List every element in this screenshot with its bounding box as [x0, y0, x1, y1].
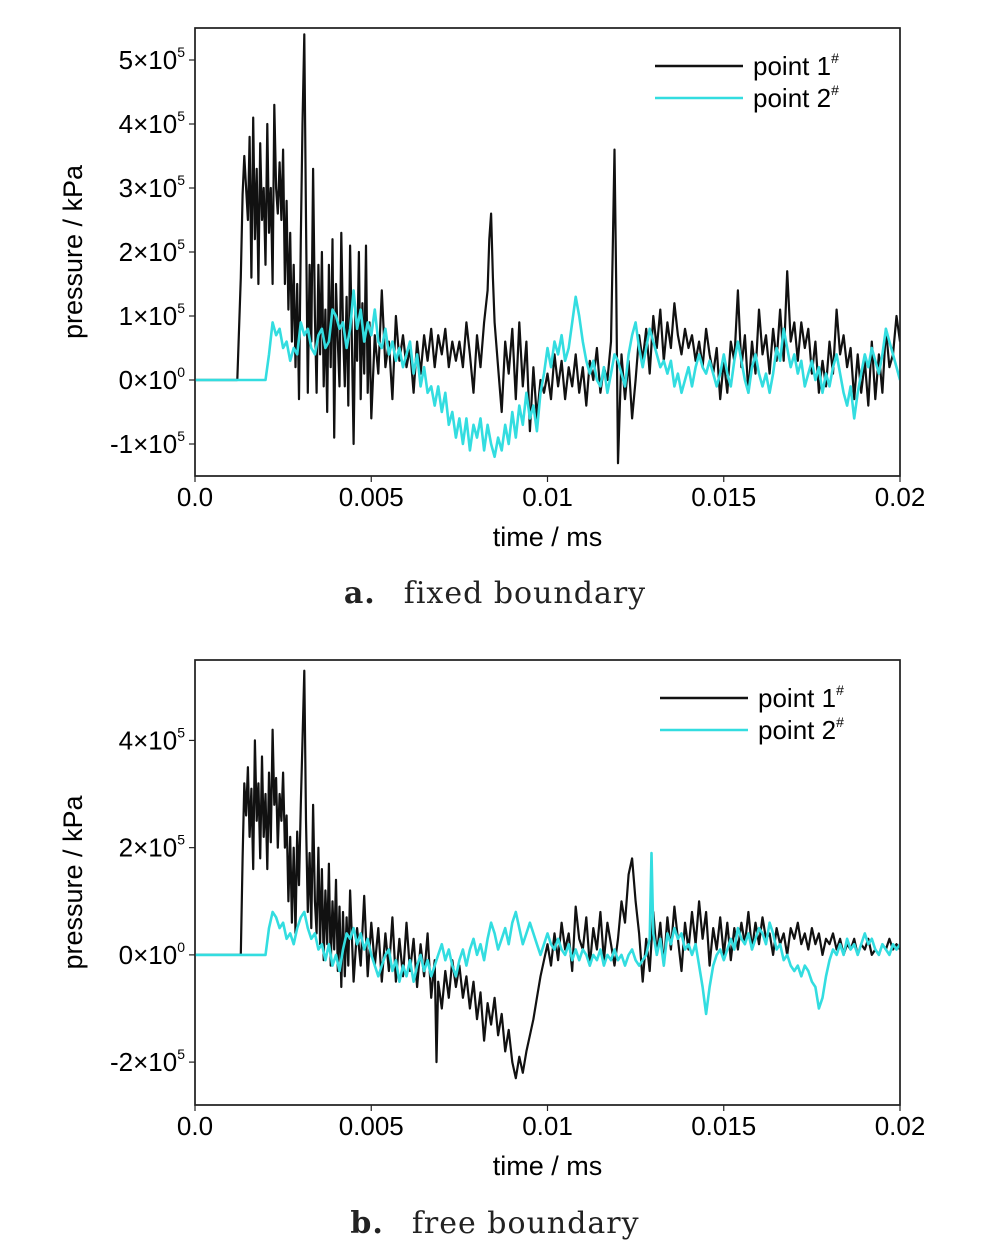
- legend-label: point 1#: [753, 50, 839, 81]
- y-tick-label: 4×105: [119, 108, 186, 139]
- x-tick-label: 0.0: [177, 1111, 213, 1141]
- x-tick-label: 0.02: [875, 482, 926, 512]
- y-tick-label: 1×105: [119, 300, 186, 331]
- y-tick-label: 2×105: [119, 832, 186, 863]
- series-line-point-1: [195, 33, 900, 465]
- figure-caption: b. free boundary: [350, 1206, 639, 1241]
- y-tick-label: 0×100: [119, 364, 186, 395]
- chart-panel: 0.0 0.005 0.01 0.015 0.02 5×105 4×105 3×105 2×10…: [58, 27, 926, 611]
- y-tick-label: 2×105: [119, 236, 186, 267]
- y-tick-label: 5×105: [119, 44, 186, 75]
- x-tick-label: 0.015: [691, 482, 756, 512]
- x-tick-label: 0.02: [875, 1111, 926, 1141]
- chart-panel: 0.0 0.005 0.01 0.015 0.02 4×105 2×105 0×100 -2×1…: [58, 659, 926, 1241]
- x-axis-label: time / ms: [493, 522, 603, 552]
- series-line-point-1: [195, 669, 900, 1080]
- x-tick-label: 0.0: [177, 482, 213, 512]
- legend-label: point 2#: [758, 714, 844, 745]
- y-tick-label: -2×105: [110, 1046, 185, 1077]
- x-tick-label: 0.005: [339, 1111, 404, 1141]
- y-axis-label: pressure / kPa: [58, 794, 88, 969]
- x-tick-label: 0.01: [522, 1111, 573, 1141]
- y-tick-label: 3×105: [119, 172, 186, 203]
- x-tick-label: 0.01: [522, 482, 573, 512]
- y-tick-label: 0×100: [119, 939, 186, 970]
- y-tick-label: 4×105: [119, 724, 186, 755]
- series-line-point-2: [195, 851, 900, 1016]
- legend-label: point 1#: [758, 682, 844, 713]
- legend-label: point 2#: [753, 82, 839, 113]
- series-line-point-2: [195, 289, 900, 459]
- y-axis-label: pressure / kPa: [58, 164, 88, 339]
- figure-caption: a. fixed boundary: [344, 576, 646, 611]
- x-tick-label: 0.005: [339, 482, 404, 512]
- x-tick-label: 0.015: [691, 1111, 756, 1141]
- x-axis-label: time / ms: [493, 1151, 603, 1181]
- y-tick-label: -1×105: [110, 428, 185, 459]
